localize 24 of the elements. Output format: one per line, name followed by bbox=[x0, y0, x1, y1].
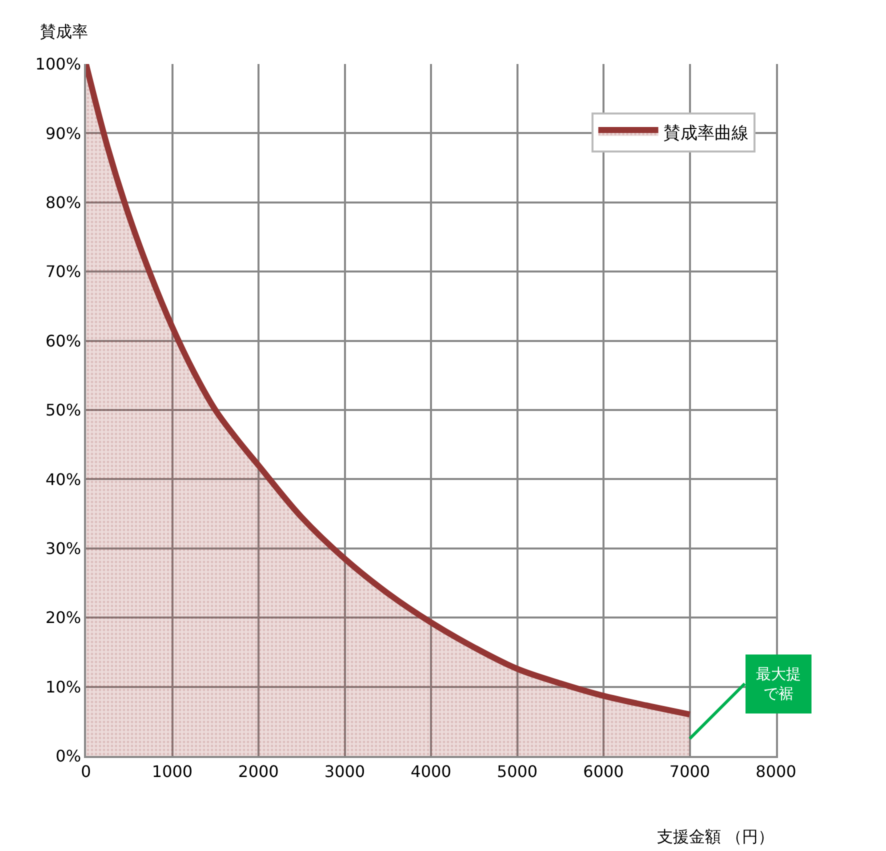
y-tick-label: 40% bbox=[45, 470, 82, 489]
x-tick-label: 1000 bbox=[152, 762, 193, 781]
x-tick-label: 7000 bbox=[669, 762, 710, 781]
y-tick-label: 0% bbox=[56, 746, 82, 766]
y-tick-label: 80% bbox=[45, 193, 82, 212]
y-tick-label: 60% bbox=[45, 331, 82, 350]
x-tick-label: 0 bbox=[80, 762, 92, 781]
y-tick-label: 70% bbox=[45, 262, 82, 282]
y-tick-label: 90% bbox=[45, 124, 82, 143]
x-tick-label: 4000 bbox=[410, 762, 452, 781]
x-tick-label: 3000 bbox=[324, 762, 366, 781]
annotation: 最大提で裾 bbox=[756, 665, 801, 702]
y-tick-label: 20% bbox=[45, 608, 82, 628]
x-tick-label: 5000 bbox=[496, 762, 538, 781]
x-tick-label: 6000 bbox=[583, 762, 624, 781]
x-axis-title: 支援金額 （円） bbox=[657, 827, 774, 846]
y-tick-label: 50% bbox=[45, 400, 82, 420]
y-tick-label: 100% bbox=[35, 54, 82, 74]
x-tick-label: 2000 bbox=[238, 762, 279, 781]
legend-label: 賛成率曲線 bbox=[663, 124, 748, 144]
x-tick-label: 8000 bbox=[756, 762, 796, 781]
y-axis-title: 賛成率 bbox=[40, 22, 88, 41]
y-tick-label: 10% bbox=[45, 677, 82, 696]
y-tick-label: 30% bbox=[45, 539, 82, 558]
